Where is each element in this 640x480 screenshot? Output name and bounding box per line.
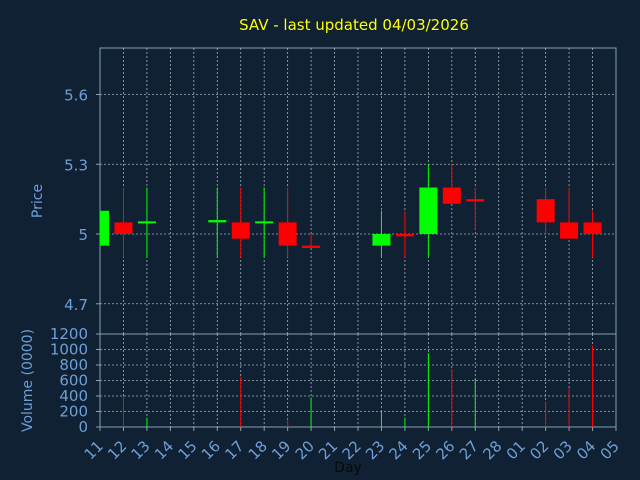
candle-27 [466,187,485,230]
price-axis-label: Price [30,184,46,218]
volume-tick-label: 1000 [50,341,88,359]
volume-tick-label: 600 [59,372,88,390]
price-tick-label: 5 [78,226,88,244]
price-tick-label: 5.3 [64,156,88,174]
candle-body [372,234,391,246]
candle-18 [255,187,274,258]
candle-body [395,234,414,237]
volume-tick-label: 800 [59,356,88,374]
candle-24 [395,210,414,258]
volume-tick-label: 400 [59,387,88,405]
volume-axis-label: Volume (0000) [20,329,36,432]
price-tick-label: 4.7 [64,296,88,314]
candle-body [536,199,555,223]
volume-tick-label: 0 [78,418,88,436]
candle-body [583,222,602,235]
volume-tick-label: 200 [59,403,88,421]
candle-body [100,210,109,246]
candle-20 [302,234,321,248]
candle-11 [99,210,109,246]
candle-03 [560,187,579,239]
candle-body [278,222,297,246]
candle-26 [442,164,461,204]
candle-body [137,221,156,224]
candle-12 [114,187,133,258]
candle-body [208,220,227,223]
candle-02 [536,187,555,235]
volume-tick-label: 1200 [50,325,88,343]
price-tick-label: 5.6 [64,87,88,105]
candle-25 [419,164,438,258]
chart-title: SAV - last updated 04/03/2026 [239,16,469,34]
candle-body [231,222,250,239]
candle-04 [583,210,602,258]
candle-body [255,221,274,224]
candle-body [419,187,438,235]
candle-17 [231,187,250,258]
candle-19 [278,187,297,258]
candle-body [560,222,579,239]
candle-body [466,199,485,202]
candle-16 [208,187,227,258]
candle-13 [137,187,156,258]
price-panel: 4.7 5 5.3 5.6 Price [30,47,617,335]
x-axis-label: Day [334,460,362,476]
candle-23 [372,210,391,258]
candle-body [302,245,321,248]
candle-body [114,222,133,235]
candle-body [442,187,461,204]
